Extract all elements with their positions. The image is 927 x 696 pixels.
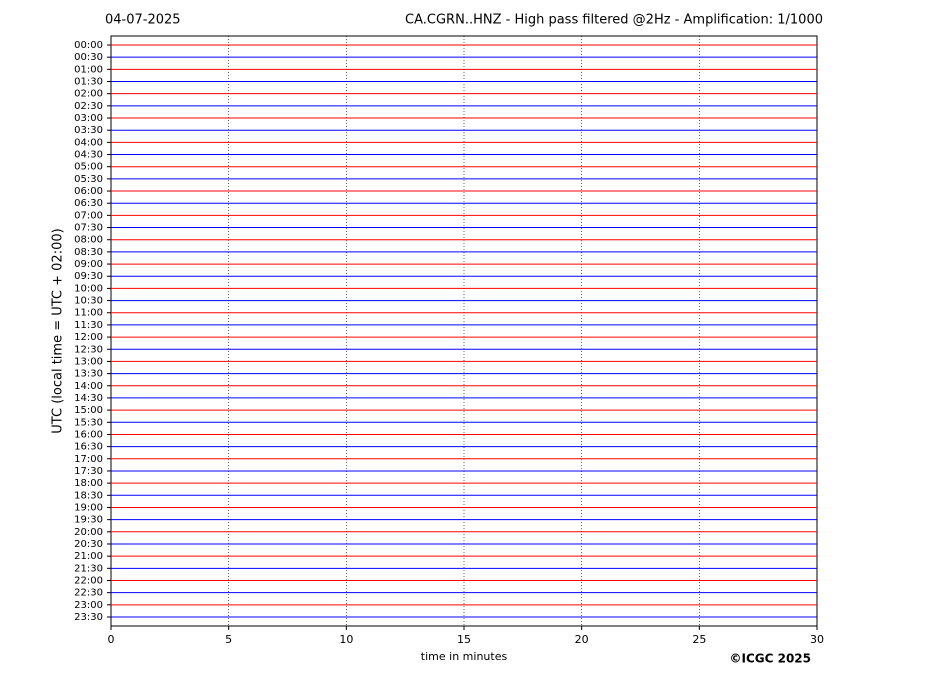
y-tick-label: 22:30 <box>74 588 103 599</box>
y-tick-label: 20:30 <box>74 539 103 550</box>
y-tick-label: 08:30 <box>74 247 103 258</box>
y-tick-label: 21:30 <box>74 563 103 574</box>
y-tick-label: 05:00 <box>74 162 103 173</box>
credit: ©ICGC 2025 <box>729 652 811 666</box>
y-tick-label: 17:00 <box>74 454 103 465</box>
y-tick-label: 14:30 <box>74 393 103 404</box>
y-tick-label: 19:30 <box>74 515 103 526</box>
y-tick-label: 23:30 <box>74 612 103 623</box>
y-tick-label: 15:30 <box>74 417 103 428</box>
y-tick-label: 12:00 <box>74 332 103 343</box>
y-tick-label: 17:30 <box>74 466 103 477</box>
y-tick-label: 00:30 <box>74 52 103 63</box>
x-tick-label: 15 <box>457 633 471 646</box>
y-tick-label: 05:30 <box>74 174 103 185</box>
chart-title: CA.CGRN..HNZ - High pass filtered @2Hz -… <box>405 13 823 28</box>
y-tick-label: 02:30 <box>74 101 103 112</box>
x-tick-label: 0 <box>108 633 115 646</box>
y-tick-label: 20:00 <box>74 527 103 538</box>
y-tick-label: 01:00 <box>74 64 103 75</box>
y-tick-label: 11:30 <box>74 320 103 331</box>
y-tick-label: 09:00 <box>74 259 103 270</box>
y-tick-label: 06:30 <box>74 198 103 209</box>
y-tick-label: 03:00 <box>74 113 103 124</box>
y-tick-label: 23:00 <box>74 600 103 611</box>
y-tick-label: 01:30 <box>74 77 103 88</box>
y-tick-label: 16:00 <box>74 429 103 440</box>
y-tick-label: 21:00 <box>74 551 103 562</box>
y-tick-label: 22:00 <box>74 575 103 586</box>
x-tick-label: 10 <box>339 633 353 646</box>
x-tick-label: 25 <box>692 633 706 646</box>
y-tick-label: 10:00 <box>74 283 103 294</box>
y-tick-label: 11:00 <box>74 308 103 319</box>
y-tick-label: 10:30 <box>74 296 103 307</box>
y-tick-label: 02:00 <box>74 89 103 100</box>
y-tick-label: 12:30 <box>74 344 103 355</box>
date: 04-07-2025 <box>105 13 181 28</box>
y-tick-label: 07:00 <box>74 210 103 221</box>
y-tick-label: 18:00 <box>74 478 103 489</box>
y-tick-label: 06:00 <box>74 186 103 197</box>
y-tick-label: 04:30 <box>74 150 103 161</box>
y-tick-label: 07:30 <box>74 223 103 234</box>
y-tick-label: 04:00 <box>74 137 103 148</box>
x-tick-label: 30 <box>810 633 824 646</box>
y-tick-label: 15:00 <box>74 405 103 416</box>
y-tick-label: 08:00 <box>74 235 103 246</box>
y-tick-label: 18:30 <box>74 490 103 501</box>
y-tick-label: 13:00 <box>74 356 103 367</box>
x-axis-label: time in minutes <box>421 650 508 663</box>
y-tick-label: 13:30 <box>74 369 103 380</box>
x-tick-label: 20 <box>575 633 589 646</box>
y-tick-label: 03:30 <box>74 125 103 136</box>
x-tick-label: 5 <box>225 633 232 646</box>
y-axis-label: UTC (local time = UTC + 02:00) <box>51 228 66 433</box>
y-tick-label: 14:00 <box>74 381 103 392</box>
y-tick-label: 00:00 <box>74 40 103 51</box>
y-tick-label: 16:30 <box>74 442 103 453</box>
y-tick-label: 19:00 <box>74 502 103 513</box>
y-tick-label: 09:30 <box>74 271 103 282</box>
